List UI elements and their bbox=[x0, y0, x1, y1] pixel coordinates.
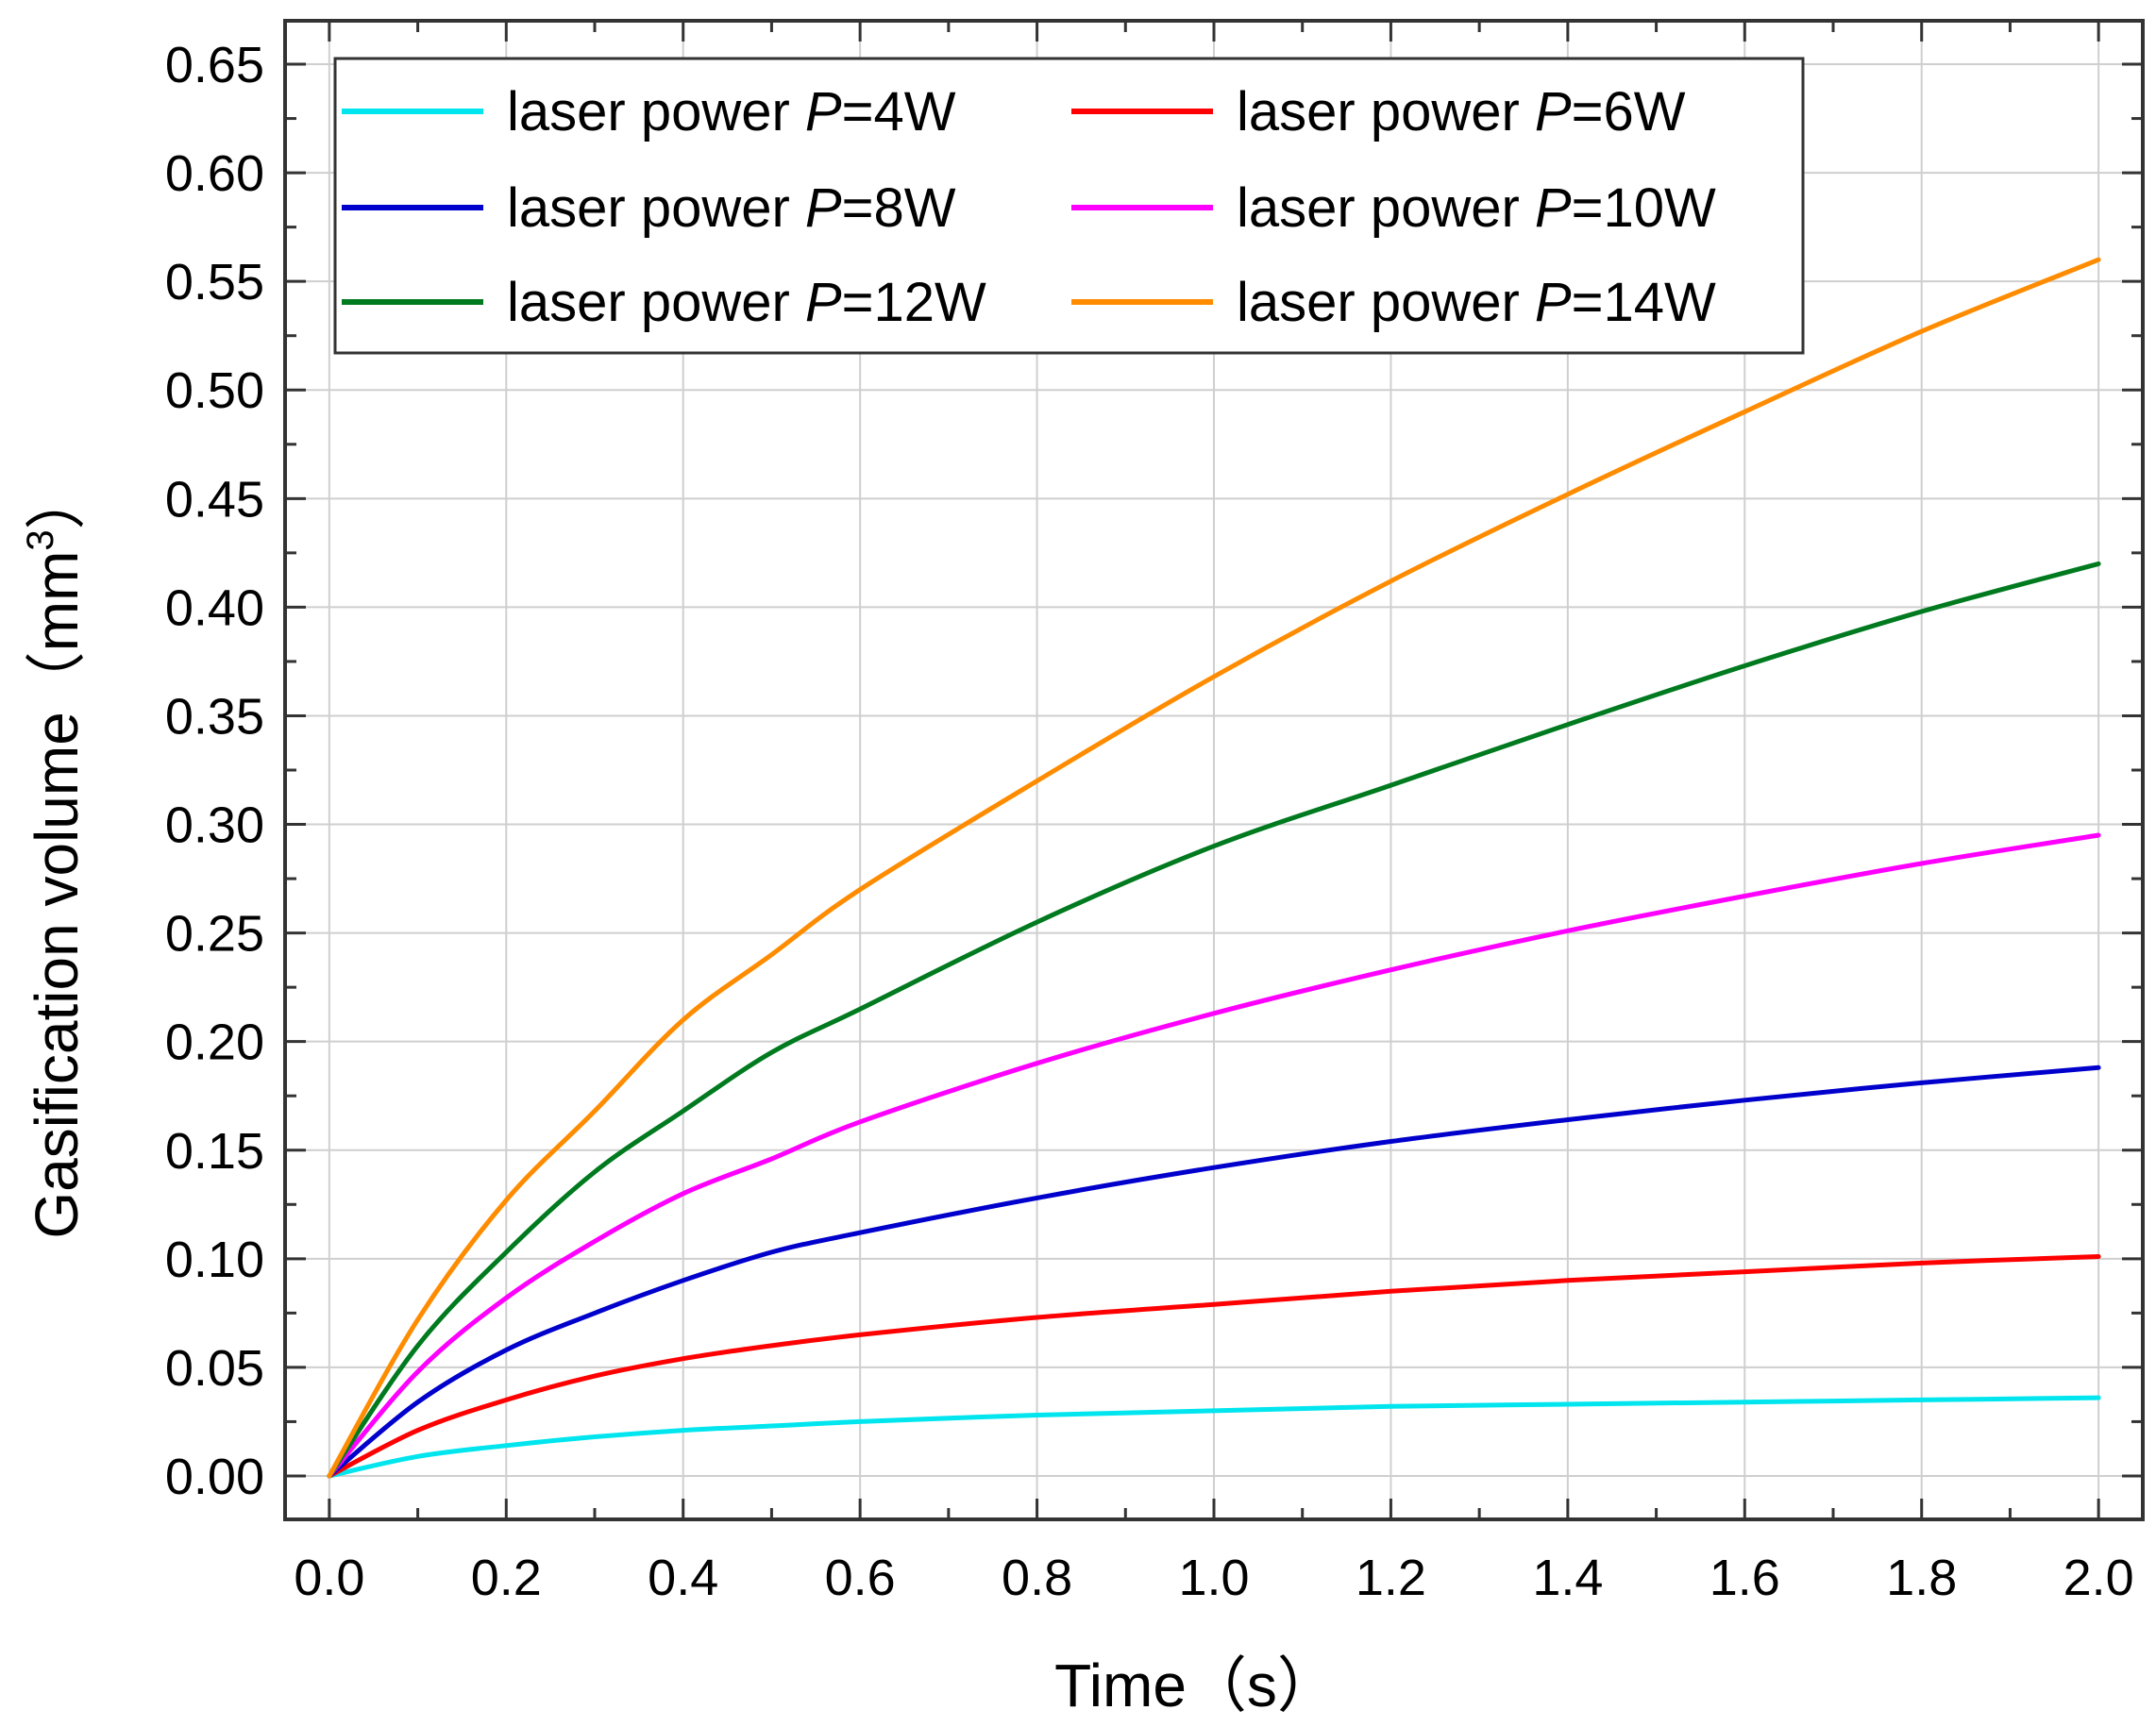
series-line-3 bbox=[327, 1065, 2101, 1479]
x-tick-label: 1.4 bbox=[1532, 1550, 1603, 1606]
axis-ticks bbox=[285, 21, 2143, 1519]
y-axis-title-main: Gasification volume（mm bbox=[23, 551, 91, 1239]
y-axis-title: Gasification volume（mm3） bbox=[20, 469, 91, 1238]
y-tick-label: 0.25 bbox=[165, 906, 264, 963]
series-line-4 bbox=[327, 832, 2101, 1479]
series-line-1 bbox=[327, 1395, 2101, 1479]
x-axis-title: Time（s） bbox=[1054, 1652, 1338, 1719]
x-tick-label: 0.0 bbox=[294, 1550, 364, 1606]
x-tick-label: 0.2 bbox=[471, 1550, 542, 1606]
legend-label-suffix: =12W bbox=[842, 272, 986, 333]
series-line-2 bbox=[327, 1254, 2101, 1479]
y-tick-label: 0.50 bbox=[165, 362, 264, 419]
legend-label-variable: P bbox=[805, 272, 842, 333]
legend-label-variable: P bbox=[805, 177, 842, 239]
series-lines bbox=[327, 257, 2101, 1479]
legend-label-prefix: laser power bbox=[1237, 81, 1535, 143]
legend-label-prefix: laser power bbox=[1237, 177, 1535, 239]
x-tick-label: 1.0 bbox=[1178, 1550, 1249, 1606]
y-axis-title-tail: ） bbox=[23, 469, 91, 529]
legend-label-variable: P bbox=[805, 81, 842, 143]
x-tick-label: 1.2 bbox=[1356, 1550, 1426, 1606]
legend-label: laser power P=4W bbox=[507, 81, 956, 143]
x-tick-label: 0.8 bbox=[1002, 1550, 1072, 1606]
y-tick-label: 0.00 bbox=[165, 1449, 264, 1505]
legend-label: laser power P=12W bbox=[507, 272, 986, 333]
x-tick-label: 0.4 bbox=[648, 1550, 718, 1606]
legend-label-suffix: =10W bbox=[1572, 177, 1716, 239]
x-tick-label: 2.0 bbox=[2063, 1550, 2134, 1606]
legend-label-suffix: =14W bbox=[1572, 272, 1716, 333]
legend-label-prefix: laser power bbox=[507, 177, 805, 239]
y-tick-label: 0.65 bbox=[165, 37, 264, 93]
y-tick-label: 0.30 bbox=[165, 797, 264, 854]
legend-label-prefix: laser power bbox=[507, 272, 805, 333]
legend-box bbox=[333, 57, 1805, 355]
y-tick-label: 0.20 bbox=[165, 1014, 264, 1071]
y-tick-label: 0.10 bbox=[165, 1232, 264, 1288]
legend-label: laser power P=6W bbox=[1237, 81, 1686, 143]
y-tick-labels: 0.00 0.05 0.10 0.15 0.20 0.25 0.30 0.35 0.40 0.45… bbox=[165, 37, 264, 1505]
y-tick-label: 0.05 bbox=[165, 1340, 264, 1397]
legend-label-variable: P bbox=[1535, 177, 1572, 239]
legend-label-variable: P bbox=[1535, 81, 1572, 143]
legend-label: laser power P=10W bbox=[1237, 177, 1716, 239]
y-tick-label: 0.40 bbox=[165, 579, 264, 636]
legend-label-prefix: laser power bbox=[507, 81, 805, 143]
legend-label-variable: P bbox=[1535, 272, 1572, 333]
legend-label: laser power P=14W bbox=[1237, 272, 1716, 333]
x-tick-labels: 0.0 0.2 0.4 0.6 0.8 1.0 1.2 1.4 1.6 1.8 2.0 bbox=[294, 1550, 2133, 1606]
legend-label-suffix: =8W bbox=[842, 177, 956, 239]
legend-label-prefix: laser power bbox=[1237, 272, 1535, 333]
legend-label-suffix: =6W bbox=[1572, 81, 1686, 143]
y-tick-label: 0.60 bbox=[165, 145, 264, 202]
legend-label: laser power P=8W bbox=[507, 177, 956, 239]
x-tick-label: 1.8 bbox=[1886, 1550, 1957, 1606]
y-tick-label: 0.45 bbox=[165, 471, 264, 528]
y-tick-label: 0.55 bbox=[165, 254, 264, 310]
y-tick-label: 0.35 bbox=[165, 688, 264, 745]
y-axis-title-superscript: 3 bbox=[20, 529, 61, 550]
x-tick-label: 1.6 bbox=[1710, 1550, 1780, 1606]
y-tick-label: 0.15 bbox=[165, 1123, 264, 1180]
x-tick-label: 0.6 bbox=[825, 1550, 896, 1606]
legend-label-suffix: =4W bbox=[842, 81, 956, 143]
series-line-6 bbox=[327, 257, 2101, 1479]
series-line-5 bbox=[327, 561, 2101, 1479]
